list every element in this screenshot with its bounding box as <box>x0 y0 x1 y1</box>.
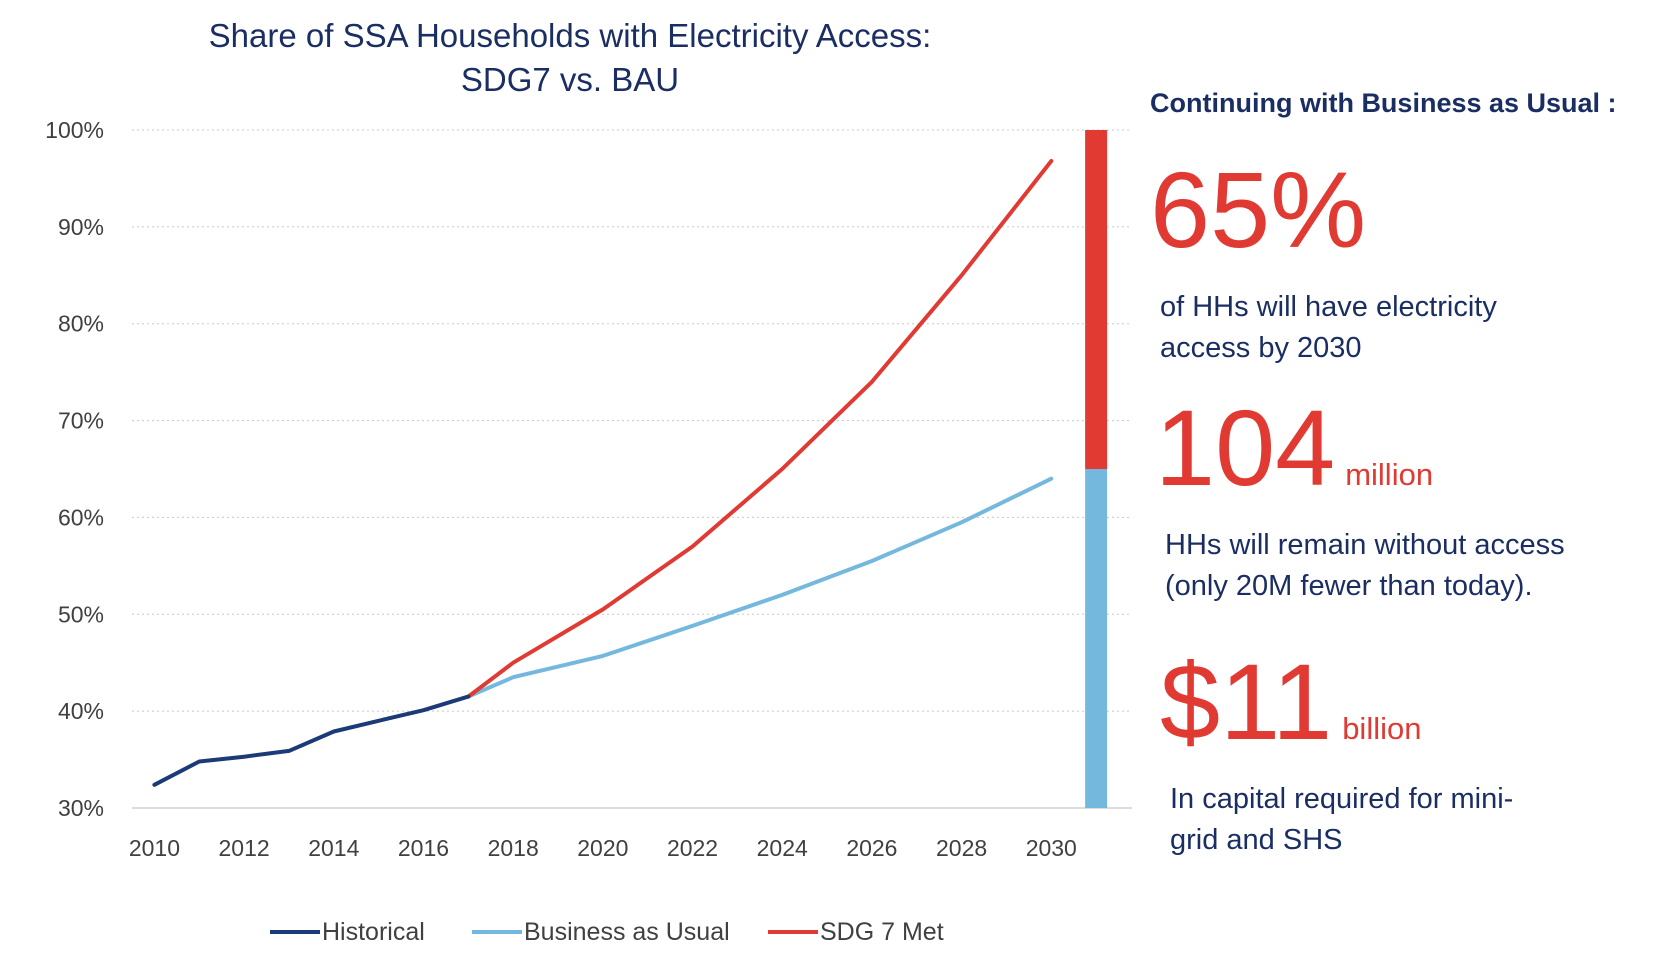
stacked-bar-segment-0 <box>1085 469 1108 808</box>
y-tick-label: 60% <box>58 504 104 530</box>
stat-description: In capital required for mini-grid and SH… <box>1170 783 1514 856</box>
stacked-bar <box>1085 130 1108 808</box>
legend-label-business-as-usual: Business as Usual <box>524 918 730 946</box>
chart-title-line-2: SDG7 vs. BAU <box>460 61 680 98</box>
stat-value: 65% <box>1150 149 1367 270</box>
x-tick-label: 2024 <box>757 835 808 861</box>
series-lines <box>152 159 1054 787</box>
legend-label-historical: Historical <box>322 918 425 946</box>
gridlines <box>132 129 1132 712</box>
stat-capital-required: $11 billion In capital required for mini-… <box>1150 648 1670 861</box>
stat-value-line: 104 million <box>1155 394 1670 525</box>
chart-title-line-1: Share of SSA Households with Electricity… <box>208 17 932 54</box>
x-tick-label: 2018 <box>488 835 539 861</box>
series-line-sdg-7-met <box>466 159 1054 699</box>
stat-access-share: 65% of HHs will have electricity access … <box>1150 156 1670 369</box>
x-tick-label: 2016 <box>398 835 449 861</box>
legend: Historical Business as Usual SDG 7 Met <box>270 918 944 946</box>
stat-value: 104 <box>1155 387 1336 508</box>
series-line-business-as-usual <box>466 476 1054 699</box>
chart-title: Share of SSA Households with Electricity… <box>150 14 990 102</box>
x-tick-label: 2020 <box>577 835 628 861</box>
x-tick-label: 2010 <box>129 835 180 861</box>
legend-label-sdg-7-met: SDG 7 Met <box>820 918 944 946</box>
series-line-historical <box>152 694 471 787</box>
stat-unit: million <box>1345 457 1434 492</box>
axes: 30% 40% 50% 60% 70% 80% 90% 100% 2010 2012 2014 201… <box>45 117 1132 861</box>
y-tick-label: 90% <box>58 214 104 240</box>
stat-households-without-access: 104 million HHs will remain without acces… <box>1150 394 1670 607</box>
y-tick-label: 30% <box>58 795 104 821</box>
stat-unit: billion <box>1342 711 1422 746</box>
x-tick-label: 2028 <box>936 835 987 861</box>
y-tick-label: 80% <box>58 311 104 337</box>
y-tick-label: 50% <box>58 601 104 627</box>
x-tick-label: 2026 <box>846 835 897 861</box>
stat-value: $11 <box>1160 641 1333 762</box>
stat-value-line: $11 billion <box>1160 648 1670 779</box>
x-tick-label: 2012 <box>219 835 270 861</box>
stat-description: of HHs will have electricity access by 2… <box>1160 291 1497 364</box>
stat-description: HHs will remain without access (only 20M… <box>1165 529 1565 602</box>
x-tick-label: 2030 <box>1026 835 1077 861</box>
stat-value-line: 65% <box>1150 156 1670 287</box>
y-tick-label: 40% <box>58 698 104 724</box>
stacked-bar-segment-1 <box>1085 130 1108 469</box>
panel-heading: Continuing with Business as Usual : <box>1150 88 1617 118</box>
x-tick-label: 2014 <box>308 835 359 861</box>
y-tick-label: 70% <box>58 408 104 434</box>
x-tick-label: 2022 <box>667 835 718 861</box>
y-tick-label: 100% <box>45 117 104 143</box>
